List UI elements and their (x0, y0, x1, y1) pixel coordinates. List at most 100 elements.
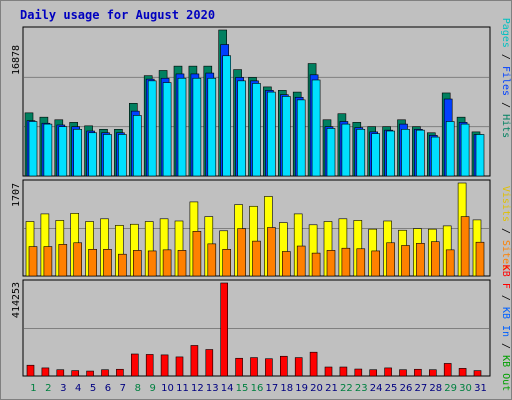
legend-sep-2: / (500, 96, 511, 114)
day-label: 27 (414, 383, 427, 394)
legend-sep-5: / (500, 337, 511, 355)
pages-bar (192, 77, 202, 177)
kbf-bar (220, 282, 228, 377)
pages-bar (222, 55, 231, 177)
day-label: 5 (90, 383, 96, 394)
day-label: 24 (370, 383, 383, 394)
day-label: 26 (400, 383, 413, 394)
pages-bar (371, 133, 381, 177)
day-label: 14 (221, 383, 234, 394)
kbf-bar (354, 368, 363, 377)
sites-bar (43, 246, 53, 277)
pages-bar (475, 134, 485, 177)
sites-bar (207, 243, 217, 277)
kbf-bar (324, 366, 333, 377)
day-label: 18 (280, 383, 293, 394)
kbf-bar (205, 349, 214, 377)
sites-bar (28, 246, 38, 277)
sites-bar (475, 241, 485, 277)
pages-bar (460, 123, 470, 177)
legend-bottom: KB F / KB In / KB Out (500, 265, 511, 391)
day-labels: 1 2 3 4 5 6 7 8 9 10 11 12 13 14 15 16 17 18 19 20 21 22 23 24 2… (30, 383, 487, 394)
day-label: 11 (176, 383, 189, 394)
pages-bar (341, 123, 351, 177)
sites-bar (237, 228, 246, 277)
chart-bars (24, 29, 485, 377)
pages-bar (401, 128, 410, 177)
pages-bar (133, 115, 142, 177)
sites-bar (416, 243, 425, 277)
pages-bar (386, 130, 395, 177)
pages-bar (58, 126, 68, 177)
pages-bar (281, 96, 291, 177)
kbf-bar (175, 356, 184, 377)
sites-bar (103, 249, 112, 277)
pages-bar (207, 77, 217, 177)
kbf-bar (399, 369, 407, 377)
day-label: 28 (429, 383, 442, 394)
day-label: 2 (45, 383, 51, 394)
day-label: 15 (236, 383, 249, 394)
sites-bar (311, 252, 321, 277)
day-label: 8 (135, 383, 141, 394)
day-label: 29 (444, 383, 457, 394)
sites-bar (401, 245, 410, 277)
legend-sep-4: / (500, 289, 511, 307)
day-label: 3 (60, 383, 66, 394)
legend-sep-1: / (500, 48, 511, 66)
day-label: 17 (265, 383, 278, 394)
legend-sep-3: / (500, 222, 511, 240)
sites-bar (445, 249, 455, 277)
kbf-bar (190, 345, 199, 377)
sites-bar (162, 249, 172, 277)
middle-max-label: 1707 (11, 183, 22, 207)
pages-bar (118, 134, 127, 177)
pages-bar (28, 121, 38, 177)
pages-bar (147, 80, 157, 177)
sites-bar (281, 251, 291, 277)
pages-bar (103, 134, 112, 177)
kbf-bar (145, 354, 154, 377)
sites-bar (386, 242, 395, 277)
kbf-bar (56, 369, 65, 377)
day-label: 7 (120, 383, 126, 394)
kbf-bar (428, 369, 437, 377)
sites-bar (222, 249, 231, 277)
pages-bar (252, 83, 261, 177)
kbf-bar (131, 353, 139, 377)
kbf-bar (309, 351, 318, 377)
kbf-bar (250, 357, 258, 377)
sites-bar (192, 231, 202, 277)
legend-kbout: KB Out (500, 355, 511, 391)
sites-bar (118, 253, 127, 277)
day-label: 12 (191, 383, 204, 394)
pages-bar (445, 121, 455, 177)
day-label: 21 (325, 383, 338, 394)
kbf-bar (86, 370, 94, 377)
kbf-bar (160, 354, 169, 377)
kbf-bar (71, 370, 79, 377)
pages-bar (73, 128, 82, 177)
kbf-bar (339, 366, 348, 377)
pages-bar (356, 128, 366, 177)
day-label: 31 (474, 383, 487, 394)
pages-bar (177, 77, 187, 177)
pages-bar (326, 128, 336, 177)
day-label: 10 (161, 383, 174, 394)
day-label: 6 (105, 383, 111, 394)
kbf-bar (294, 357, 303, 377)
sites-bar (88, 249, 97, 277)
day-label: 30 (459, 383, 472, 394)
top-max-label: 16878 (11, 45, 22, 75)
sites-bar (326, 250, 336, 277)
day-label: 23 (355, 383, 368, 394)
kbf-bar (384, 367, 392, 377)
day-label: 25 (385, 383, 398, 394)
sites-bar (430, 241, 440, 277)
chart-title: Daily usage for August 2020 (20, 8, 215, 22)
sites-bar (267, 227, 276, 277)
day-label: 16 (251, 383, 264, 394)
kbf-bar (473, 370, 482, 377)
pages-bar (311, 79, 321, 177)
